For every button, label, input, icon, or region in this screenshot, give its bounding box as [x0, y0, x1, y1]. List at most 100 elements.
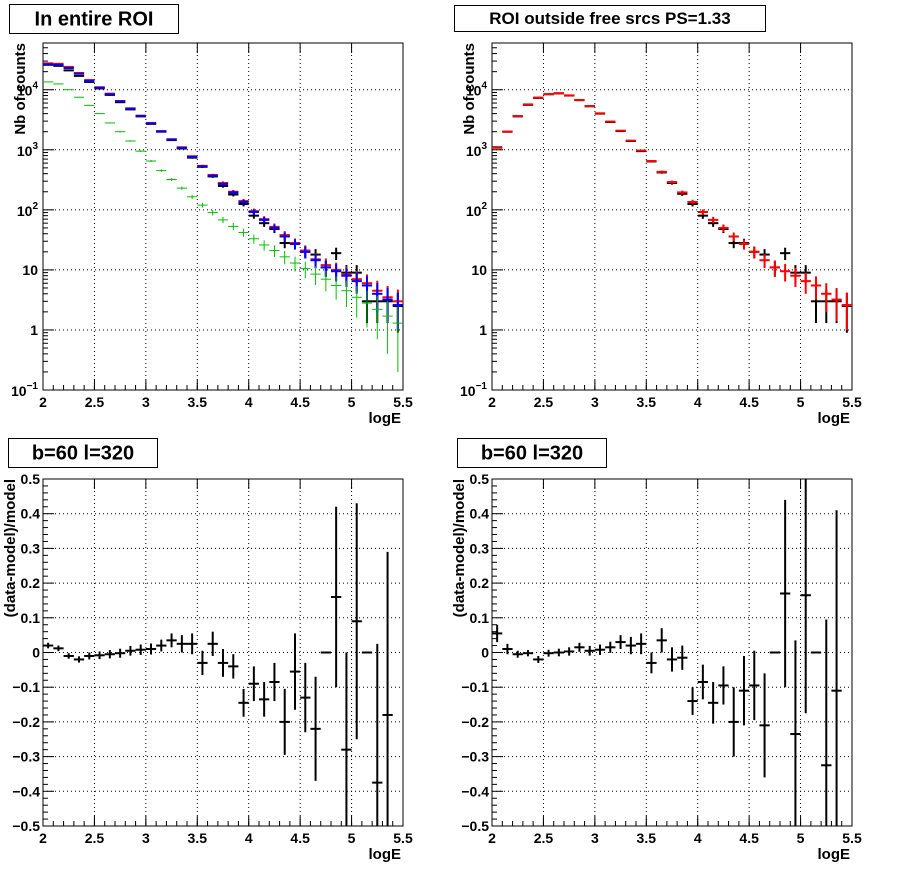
data-point — [341, 280, 352, 308]
data-point — [248, 234, 259, 244]
y-tick-label: 102 — [466, 201, 488, 219]
data-point — [831, 510, 842, 826]
data-point — [625, 636, 636, 655]
data-point — [502, 130, 513, 133]
y-tick-label: −0.2 — [461, 714, 489, 730]
x-tick-label: 3 — [591, 394, 599, 410]
data-point — [125, 140, 136, 142]
title-box — [454, 5, 766, 32]
x-tick-label: 3 — [142, 830, 150, 846]
data-point — [94, 113, 105, 115]
data-point — [780, 263, 791, 282]
data-point — [104, 650, 115, 659]
chart-title: ROI outside free srcs PS=1.33 — [489, 9, 730, 28]
x-tick-label: 3 — [591, 830, 599, 846]
y-tick-base: 10 — [17, 143, 33, 159]
data-point — [810, 276, 822, 300]
data-point — [135, 115, 146, 118]
y-tick-label: 0.5 — [470, 471, 490, 487]
data-point — [228, 223, 239, 231]
data-point — [228, 654, 239, 679]
data-point — [605, 641, 616, 653]
data-point — [197, 650, 208, 676]
data-point — [259, 681, 270, 717]
x-axis-label: logE — [369, 846, 402, 863]
data-point — [522, 650, 534, 657]
y-tick-exponent: −1 — [476, 381, 488, 392]
data-point — [187, 194, 198, 199]
x-tick-label: 4.5 — [290, 830, 310, 846]
data-point — [708, 216, 719, 224]
data-point — [749, 650, 760, 721]
data-point — [269, 224, 280, 232]
data-point — [382, 551, 393, 826]
data-point — [574, 642, 585, 652]
data-point — [564, 94, 575, 97]
data-point — [104, 122, 115, 124]
data-point — [320, 270, 331, 292]
data-point — [63, 89, 74, 91]
y-tick-label: 0.4 — [21, 506, 41, 522]
data-point — [636, 149, 647, 152]
y-tick-base: 10 — [11, 383, 27, 399]
data-point — [666, 647, 678, 672]
data-point — [800, 272, 811, 294]
data-point — [207, 174, 218, 178]
y-tick-label: 103 — [466, 141, 488, 159]
plot-frame — [42, 42, 404, 391]
data-point — [738, 655, 750, 726]
data-point — [63, 653, 74, 659]
x-tick-label: 5 — [797, 830, 805, 846]
data-point — [769, 260, 780, 277]
y-tick-label: 0.3 — [21, 540, 41, 556]
data-point — [145, 643, 157, 655]
data-point — [94, 651, 105, 660]
series-1 — [43, 503, 393, 826]
data-point — [53, 645, 64, 652]
data-point — [279, 688, 290, 755]
data-point — [738, 239, 750, 250]
y-tick-base: 10 — [460, 383, 476, 399]
y-tick-label: −0.2 — [12, 714, 40, 730]
x-tick-label: 2 — [39, 830, 47, 846]
data-point — [73, 656, 85, 663]
x-tick-label: 5 — [348, 394, 356, 410]
data-point — [543, 649, 554, 657]
data-point — [115, 648, 126, 658]
data-point — [94, 86, 105, 89]
data-point — [666, 180, 678, 184]
y-tick-label: −0.3 — [461, 749, 489, 765]
x-tick-label: 2.5 — [534, 830, 554, 846]
data-point — [84, 652, 95, 660]
data-point — [656, 628, 667, 653]
data-point — [646, 160, 657, 163]
y-tick-label: 0 — [481, 645, 489, 661]
data-point — [228, 190, 239, 195]
y-tick-label: 102 — [17, 201, 39, 219]
data-point — [759, 673, 770, 778]
data-point — [574, 98, 585, 101]
data-point — [73, 96, 85, 98]
data-point — [625, 139, 636, 142]
y-tick-label: 0.1 — [470, 610, 490, 626]
y-tick-label: −0.4 — [12, 783, 40, 799]
data-point — [351, 503, 362, 740]
data-point — [259, 216, 270, 224]
y-tick-base: 10 — [17, 203, 33, 219]
x-tick-label: 2 — [39, 394, 47, 410]
data-point — [512, 650, 523, 658]
y-tick-exponent: −1 — [27, 381, 39, 392]
title-box — [9, 4, 179, 34]
data-point — [677, 645, 688, 670]
data-point — [831, 287, 842, 322]
x-tick-label: 5.5 — [842, 830, 862, 846]
y-axis-label: Nb of counts — [461, 43, 478, 135]
y-tick-exponent: 2 — [32, 201, 38, 212]
data-point — [841, 292, 852, 330]
y-tick-base: 10 — [466, 203, 482, 219]
data-point — [605, 120, 616, 123]
data-point — [759, 254, 770, 269]
y-tick-label: 104 — [466, 81, 488, 99]
y-tick-label: 104 — [17, 81, 39, 99]
